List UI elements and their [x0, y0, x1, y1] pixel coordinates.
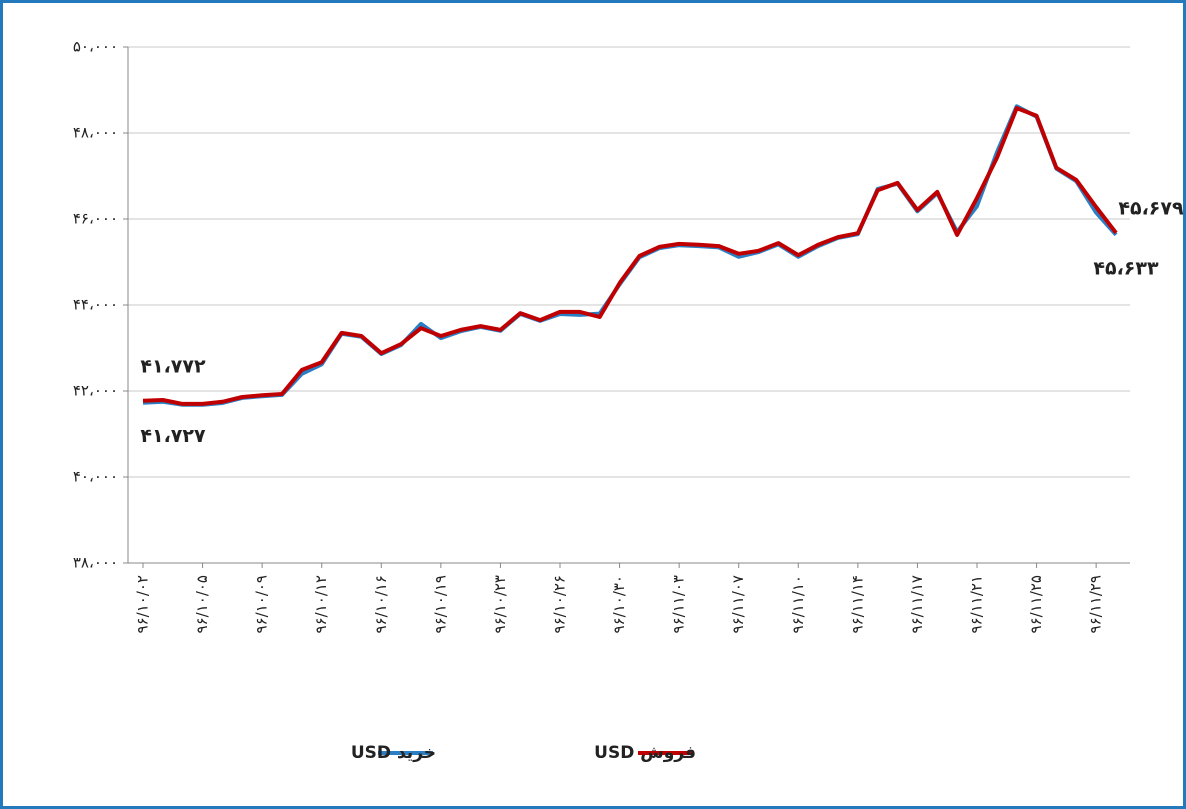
line-series: [142, 104, 1118, 407]
x-tick-label: ۹۶/۱۰/۲۳: [491, 575, 509, 633]
data-label: ۴۵،۶۷۹: [1118, 197, 1183, 219]
legend-label: فروش USD: [594, 743, 696, 763]
y-tick-label: ۴۴،۰۰۰: [73, 296, 118, 314]
x-tick-label: ۹۶/۱۰/۳۰: [610, 575, 628, 633]
y-tick-label: ۴۶،۰۰۰: [73, 210, 118, 228]
x-tick-label: ۹۶/۱۱/۲۵: [1027, 575, 1045, 633]
y-tick-label: ۵۰،۰۰۰: [73, 38, 118, 56]
chart: ۳۸،۰۰۰ ۴۰،۰۰۰ ۴۲،۰۰۰ ۴۴،۰۰۰ ۴۶،۰۰۰ ۴۸،۰۰۰ ۵۰،۰…: [73, 38, 1183, 764]
x-tick-label: ۹۶/۱۱/۰۳: [670, 575, 688, 633]
y-tick-label: ۴۲،۰۰۰: [73, 382, 118, 400]
data-label: ۴۱،۷۷۲: [140, 355, 206, 377]
x-tick-label: ۹۶/۱۰/۰۵: [193, 575, 211, 633]
x-tick-label: ۹۶/۱۰/۰۲: [134, 575, 152, 633]
x-tick-label: ۹۶/۱۱/۲۱: [968, 575, 986, 633]
y-tick-label: ۴۰،۰۰۰: [73, 468, 118, 486]
x-tick-label: ۹۶/۱۱/۲۹: [1087, 575, 1105, 633]
x-tick-label: ۹۶/۱۱/۰۷: [729, 575, 747, 633]
x-tick-label: ۹۶/۱۰/۱۲: [312, 575, 330, 633]
x-tick-label: ۹۶/۱۱/۱۰: [789, 575, 807, 633]
x-tick-label: ۹۶/۱۰/۱۶: [372, 575, 390, 633]
x-tick-label: ۹۶/۱۱/۱۴: [848, 575, 866, 633]
x-tick-label: ۹۶/۱۰/۲۶: [551, 575, 569, 633]
x-tick-label: ۹۶/۱۰/۰۹: [253, 575, 271, 633]
x-tick-label: ۹۶/۱۰/۱۹: [431, 575, 449, 633]
line-series: [142, 106, 1118, 406]
data-label: ۴۵،۶۳۳: [1093, 257, 1159, 279]
x-tick-label: ۹۶/۱۱/۱۷: [908, 575, 926, 633]
data-label: ۴۱،۷۲۷: [140, 425, 206, 447]
y-tick-label: ۳۸،۰۰۰: [73, 554, 118, 572]
legend-label: خرید USD: [351, 743, 436, 763]
y-tick-label: ۴۸،۰۰۰: [73, 124, 118, 142]
